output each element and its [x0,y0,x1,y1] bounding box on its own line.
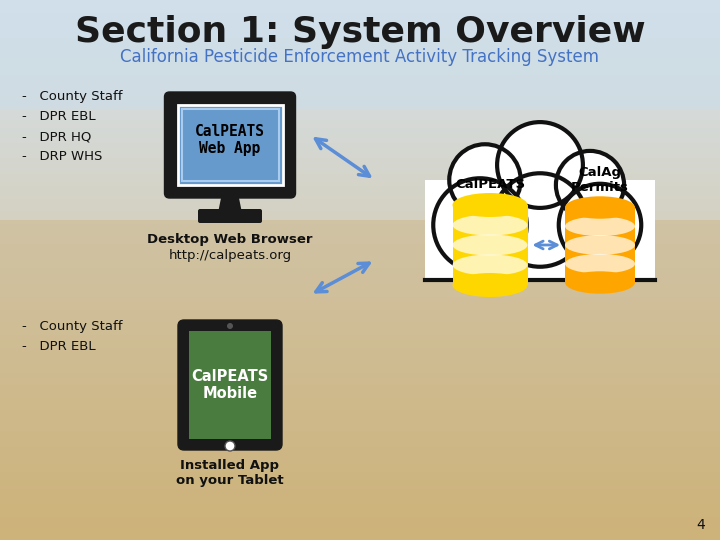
Ellipse shape [452,234,528,255]
Text: -   County Staff: - County Staff [22,90,122,103]
Ellipse shape [452,214,528,235]
Text: -   DRP WHS: - DRP WHS [22,150,102,163]
Text: CalPEATS
Mobile: CalPEATS Mobile [192,369,269,401]
Text: Section 1: System Overview: Section 1: System Overview [75,15,645,49]
FancyBboxPatch shape [178,105,282,185]
Ellipse shape [565,254,635,274]
Text: CalPEATS: CalPEATS [455,178,525,191]
Ellipse shape [452,193,528,217]
Ellipse shape [565,271,635,294]
Text: Installed App
on your Tablet: Installed App on your Tablet [176,459,284,487]
Text: Desktop Web Browser: Desktop Web Browser [148,233,312,246]
Polygon shape [218,193,242,213]
FancyBboxPatch shape [164,92,295,198]
Text: http://calpeats.org: http://calpeats.org [168,249,292,262]
Ellipse shape [452,254,528,275]
Circle shape [225,441,235,451]
Ellipse shape [452,273,528,297]
Text: -   DPR EBL: - DPR EBL [22,340,96,353]
FancyBboxPatch shape [198,209,262,223]
Circle shape [227,323,233,329]
Text: California Pesticide Enforcement Activity Tracking System: California Pesticide Enforcement Activit… [120,48,600,66]
Text: -   DPR HQ: - DPR HQ [22,130,91,143]
FancyBboxPatch shape [565,207,635,282]
Ellipse shape [565,197,635,219]
FancyBboxPatch shape [0,220,720,540]
Text: -   DPR EBL: - DPR EBL [22,110,96,123]
Circle shape [559,184,642,266]
Text: CalPEATS
Web App: CalPEATS Web App [195,124,265,156]
Circle shape [449,144,521,216]
FancyBboxPatch shape [425,180,655,280]
FancyBboxPatch shape [178,320,282,450]
Ellipse shape [565,217,635,236]
Text: CalAg
Permits: CalAg Permits [571,166,629,194]
FancyBboxPatch shape [452,205,528,285]
Circle shape [433,178,527,272]
Ellipse shape [565,235,635,255]
Text: -   County Staff: - County Staff [22,320,122,333]
FancyBboxPatch shape [189,331,271,439]
Circle shape [493,173,587,267]
Circle shape [556,151,624,219]
Text: 4: 4 [696,518,705,532]
FancyBboxPatch shape [0,0,720,110]
Circle shape [497,122,583,208]
